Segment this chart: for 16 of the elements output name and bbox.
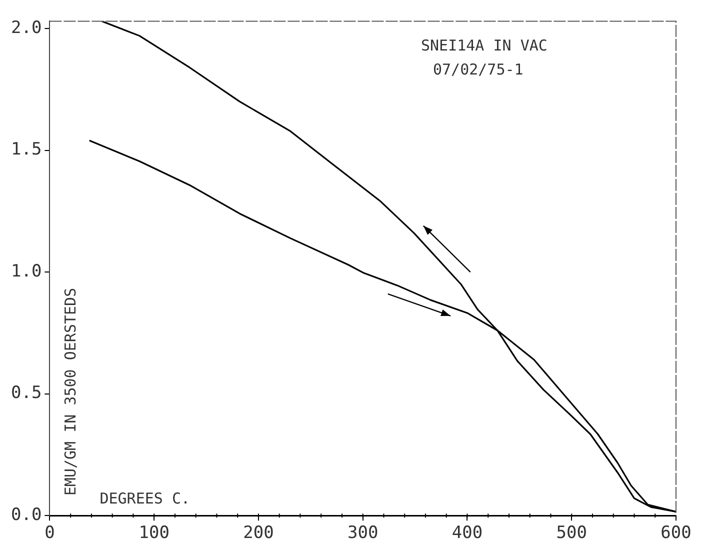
y-tick-label: 0.0 <box>10 505 42 526</box>
x-tick-label: 600 <box>660 523 692 544</box>
x-tick-label: 0 <box>44 523 55 544</box>
x-axis-title: DEGREES C. <box>100 490 190 508</box>
y-tick-label: 0.5 <box>10 383 42 404</box>
annotation: 07/02/75-1 <box>433 60 524 79</box>
y-tick-label: 2.0 <box>10 18 42 38</box>
x-tick-label: 500 <box>556 523 587 544</box>
x-tick-label: 300 <box>347 523 378 544</box>
x-tick-label: 200 <box>243 523 274 544</box>
x-tick-label: 400 <box>452 523 483 544</box>
y-tick-label: 1.5 <box>10 140 42 160</box>
x-tick-label: 100 <box>138 523 170 544</box>
y-tick-label: 1.0 <box>10 261 42 282</box>
annotation: SNEI14A IN VAC <box>421 36 548 55</box>
y-axis-title: EMU/GM IN 3500 OERSTEDS <box>62 288 80 496</box>
